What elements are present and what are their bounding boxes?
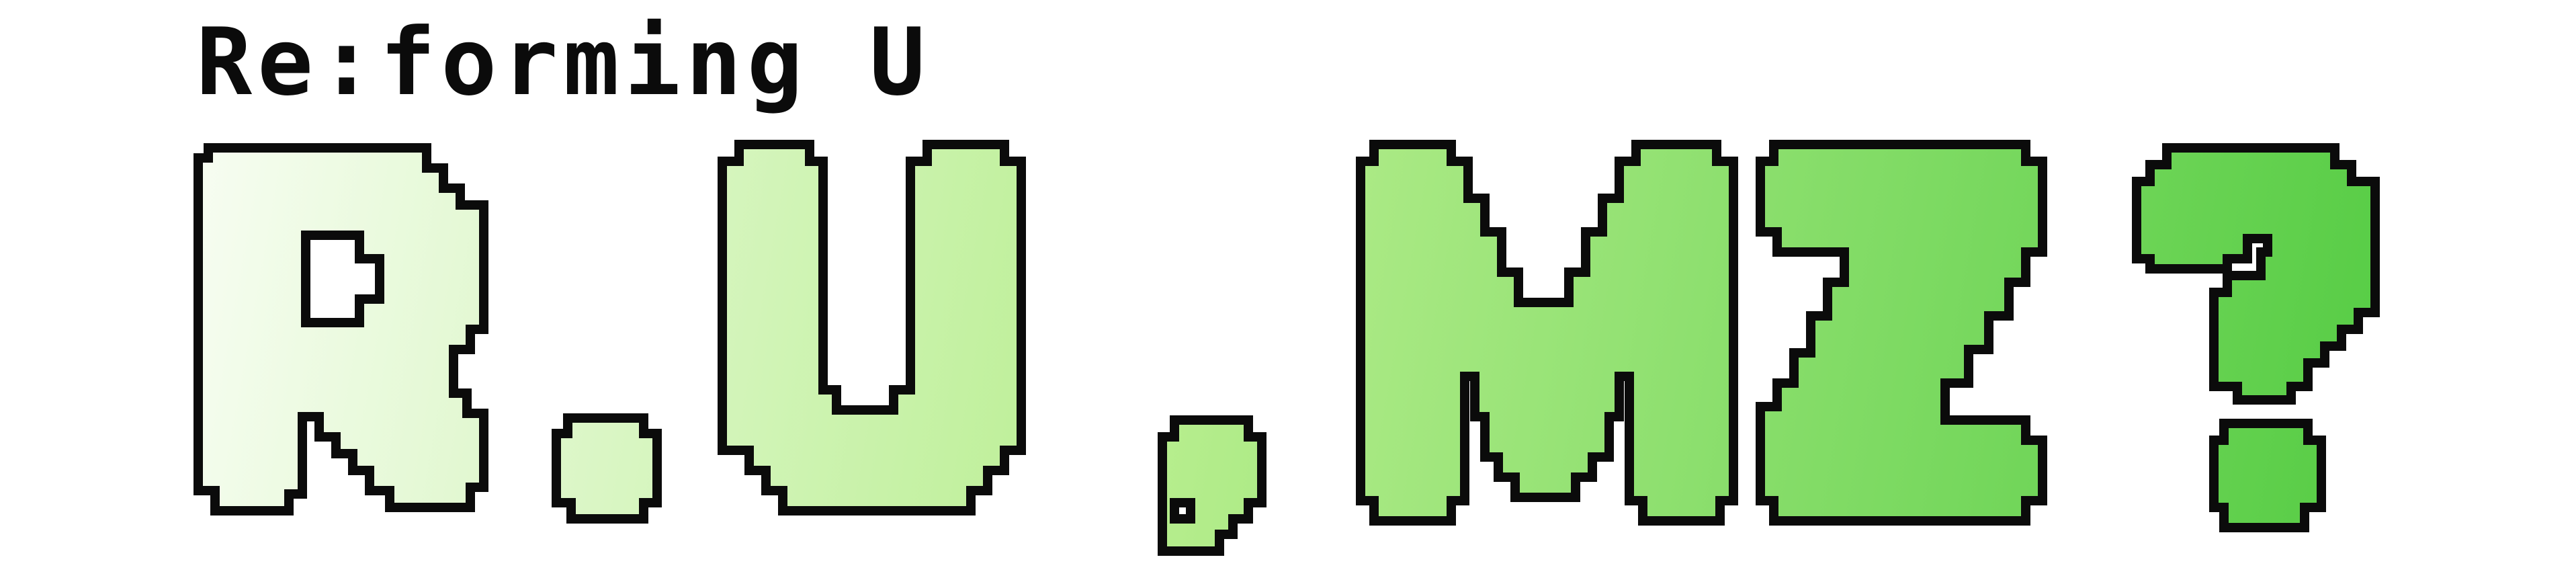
comma (1158, 415, 1266, 556)
letter-z (1756, 140, 2047, 526)
dot-1 (552, 413, 662, 524)
letter-u (718, 140, 1026, 515)
letter-m (1356, 140, 1738, 526)
letter-r (194, 143, 488, 515)
logo-subtitle: Re:forming U (196, 8, 931, 116)
question-mark (2132, 143, 2380, 405)
question-mark-dot (2209, 419, 2326, 532)
